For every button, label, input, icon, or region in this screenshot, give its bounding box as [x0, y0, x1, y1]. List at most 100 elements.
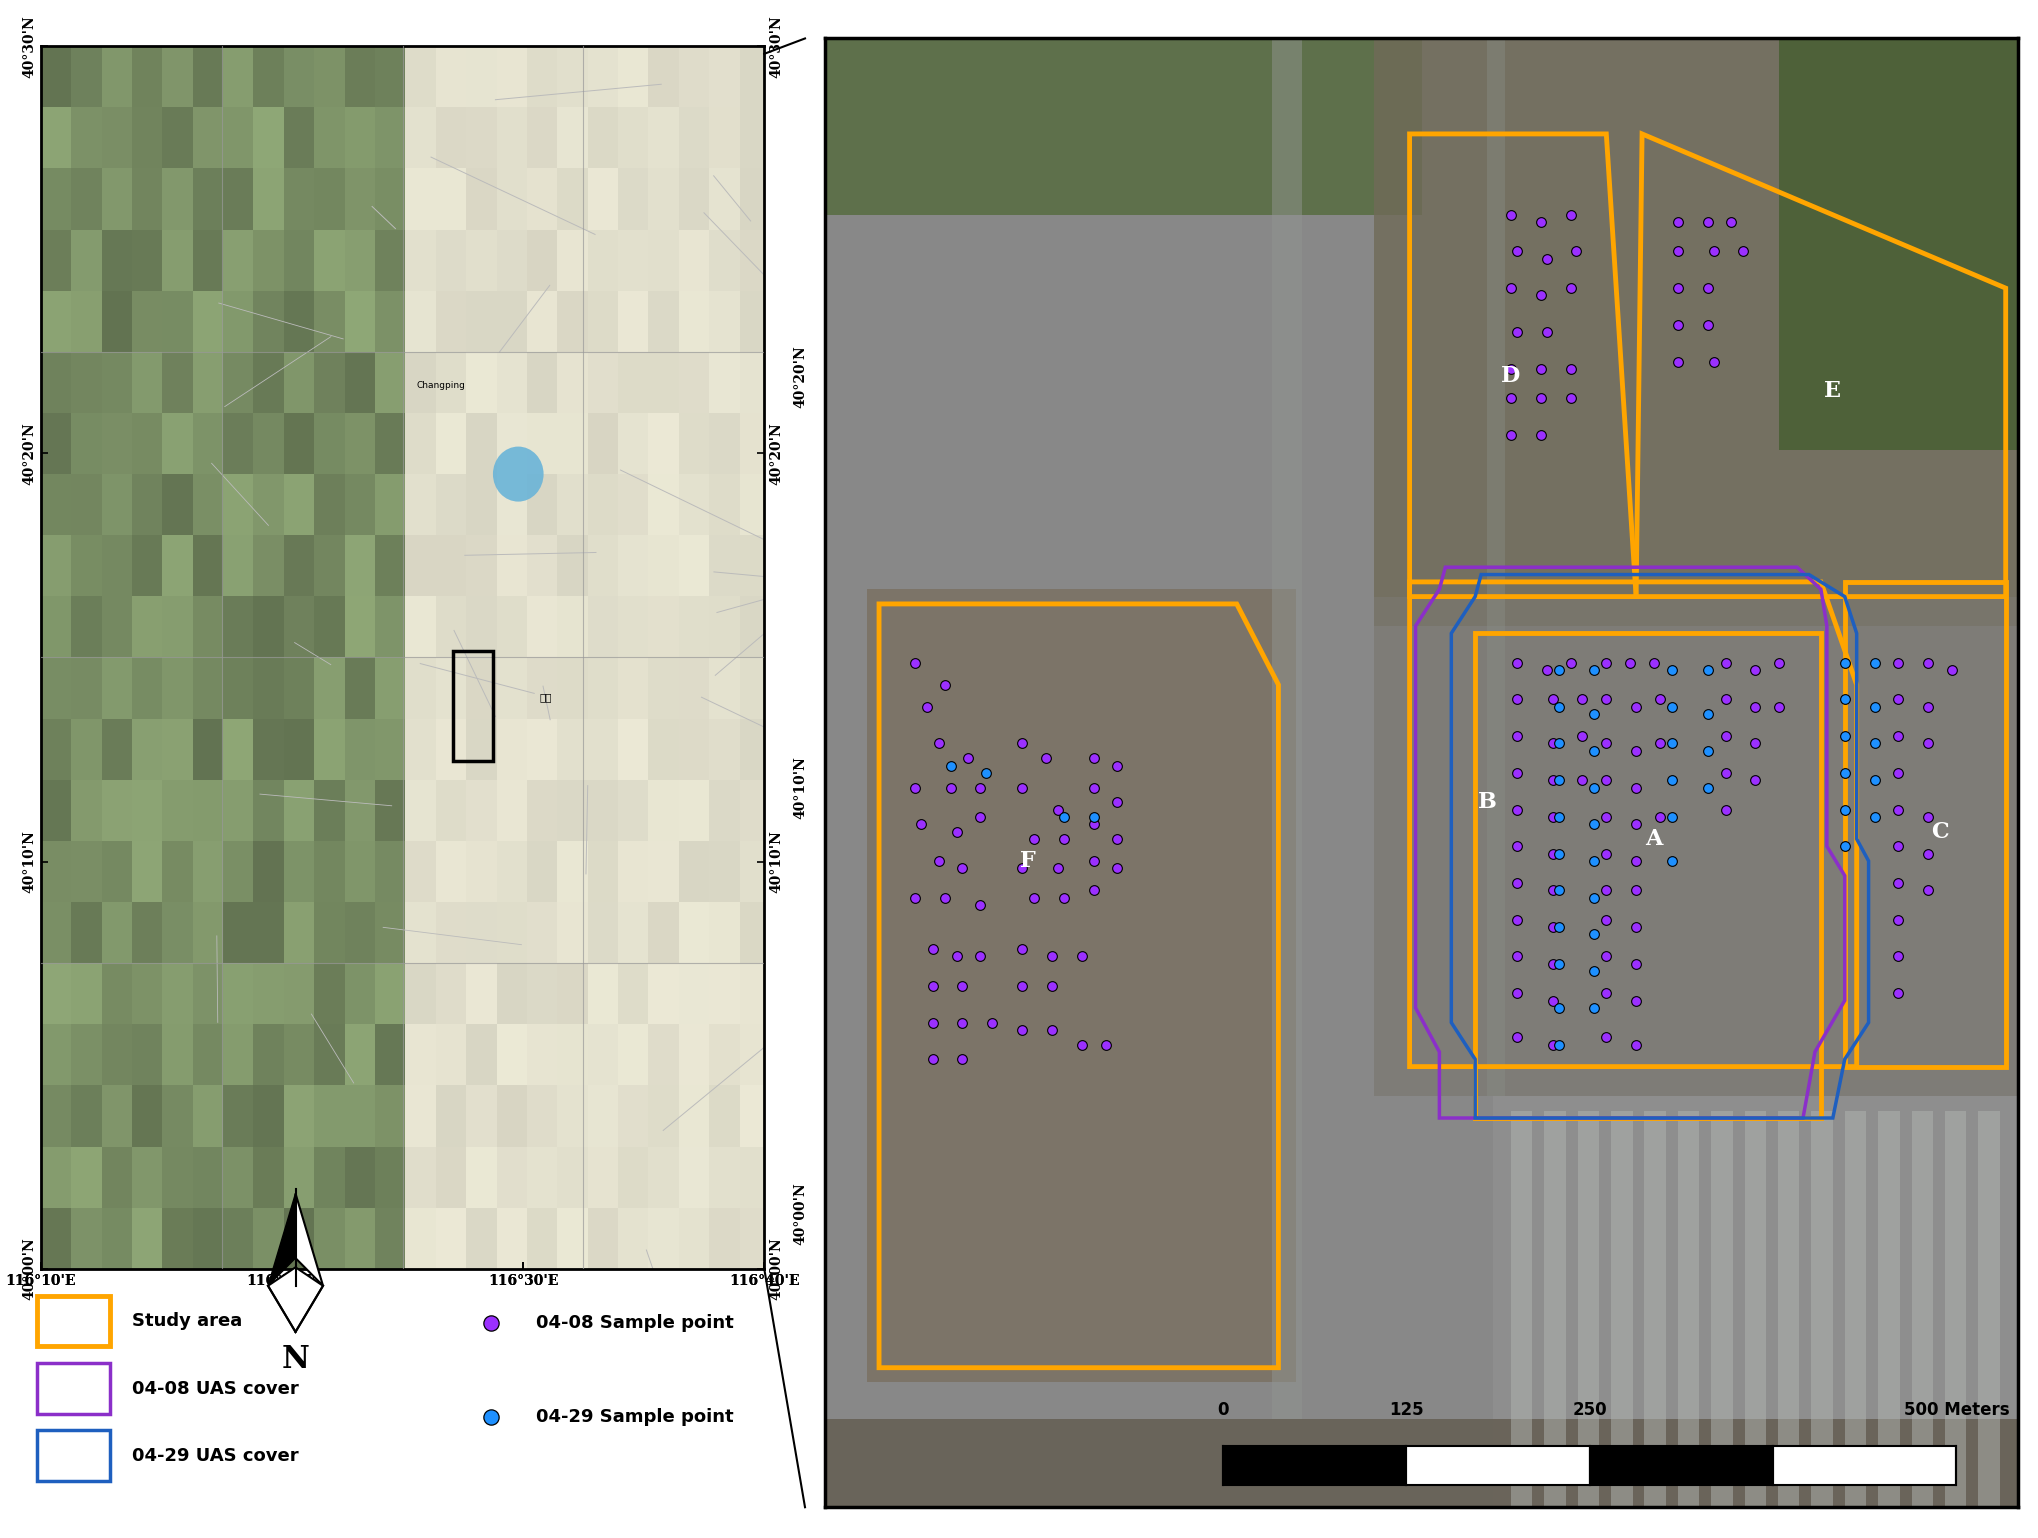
Bar — [41, 168, 71, 229]
Bar — [194, 168, 222, 229]
Bar — [344, 412, 375, 474]
Bar — [344, 1147, 375, 1207]
Ellipse shape — [493, 446, 544, 501]
Bar — [528, 841, 556, 901]
Bar — [194, 352, 222, 412]
Bar — [406, 229, 436, 291]
Bar — [618, 1147, 648, 1207]
Bar — [344, 46, 375, 108]
Bar — [163, 535, 194, 597]
Bar — [314, 780, 344, 841]
Bar — [132, 291, 163, 352]
Bar — [375, 597, 406, 658]
Text: 40°00'N: 40°00'N — [793, 1183, 807, 1244]
Bar — [618, 46, 648, 108]
Bar — [102, 841, 132, 901]
Bar — [825, 38, 1423, 215]
Bar — [648, 597, 679, 658]
Bar — [436, 352, 467, 412]
Bar — [618, 901, 648, 963]
Bar — [1494, 1097, 2018, 1507]
Bar — [618, 291, 648, 352]
Bar — [467, 291, 497, 352]
Bar — [556, 474, 587, 535]
Bar — [41, 1147, 71, 1207]
Bar — [163, 474, 194, 535]
Bar — [283, 229, 314, 291]
Bar — [587, 229, 618, 291]
Bar — [41, 291, 71, 352]
Bar — [375, 412, 406, 474]
Bar — [132, 168, 163, 229]
Bar — [163, 352, 194, 412]
Bar — [556, 841, 587, 901]
Bar — [587, 780, 618, 841]
Bar — [375, 352, 406, 412]
Bar — [587, 535, 618, 597]
Bar — [497, 1147, 528, 1207]
Bar — [283, 168, 314, 229]
Bar — [709, 108, 740, 169]
Bar — [163, 963, 194, 1024]
Bar — [648, 535, 679, 597]
Bar — [253, 1086, 283, 1147]
Bar — [222, 841, 253, 901]
Bar — [163, 841, 194, 901]
Bar — [497, 1086, 528, 1147]
Bar — [344, 108, 375, 169]
Text: B: B — [1478, 791, 1496, 814]
Bar — [344, 658, 375, 718]
Bar — [1272, 38, 1302, 1420]
Bar — [648, 841, 679, 901]
Bar — [740, 963, 770, 1024]
Bar — [436, 291, 467, 352]
Bar — [679, 841, 709, 901]
Bar — [222, 229, 253, 291]
Bar — [41, 352, 71, 412]
Bar — [222, 168, 253, 229]
Bar — [344, 597, 375, 658]
Bar — [679, 108, 709, 169]
Bar — [163, 229, 194, 291]
Bar — [1406, 1446, 1590, 1486]
Bar — [740, 474, 770, 535]
Text: 0: 0 — [1217, 1401, 1229, 1420]
Text: D: D — [1502, 365, 1520, 388]
Bar — [497, 841, 528, 901]
Bar — [163, 412, 194, 474]
Bar — [283, 412, 314, 474]
Bar — [679, 1207, 709, 1269]
Bar — [679, 780, 709, 841]
Bar — [1590, 1446, 1773, 1486]
Bar — [528, 963, 556, 1024]
Bar — [222, 901, 253, 963]
Bar — [41, 412, 71, 474]
Bar — [467, 658, 497, 718]
Bar — [740, 780, 770, 841]
Bar — [406, 1207, 436, 1269]
Text: 125: 125 — [1390, 1401, 1423, 1420]
Text: C: C — [1932, 821, 1948, 843]
Bar — [709, 229, 740, 291]
Bar — [587, 474, 618, 535]
Bar — [467, 597, 497, 658]
Bar — [222, 1024, 253, 1086]
Bar — [740, 291, 770, 352]
Bar — [1812, 1110, 1832, 1507]
Bar — [41, 963, 71, 1024]
Bar — [344, 1086, 375, 1147]
Bar — [314, 168, 344, 229]
Bar — [71, 658, 102, 718]
Bar — [618, 780, 648, 841]
Bar — [587, 412, 618, 474]
Bar — [467, 46, 497, 108]
Bar — [71, 1024, 102, 1086]
Bar — [283, 1207, 314, 1269]
Bar — [618, 474, 648, 535]
Bar — [102, 901, 132, 963]
Bar — [497, 474, 528, 535]
Bar — [375, 1207, 406, 1269]
Bar — [163, 658, 194, 718]
Bar — [253, 535, 283, 597]
Bar — [618, 535, 648, 597]
